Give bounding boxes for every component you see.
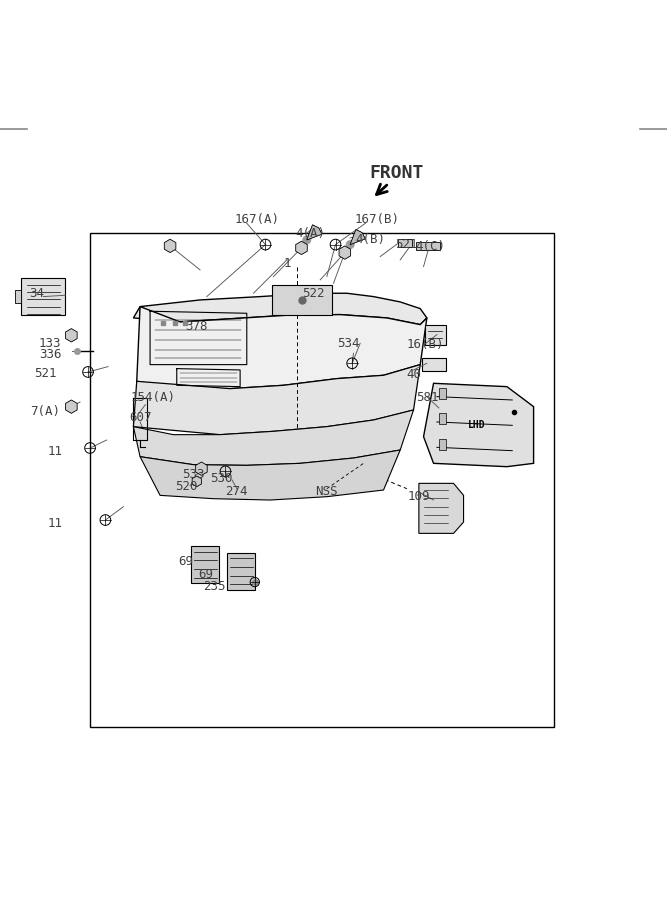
Polygon shape xyxy=(419,483,464,534)
Text: 4(A): 4(A) xyxy=(295,227,325,239)
Polygon shape xyxy=(350,230,366,245)
Text: 1: 1 xyxy=(283,256,291,270)
Text: LHD: LHD xyxy=(468,420,486,430)
Text: 4(C): 4(C) xyxy=(416,240,445,253)
Polygon shape xyxy=(15,290,21,303)
Polygon shape xyxy=(425,325,446,345)
Text: 16(B): 16(B) xyxy=(407,338,444,351)
Polygon shape xyxy=(133,364,420,435)
Text: 522: 522 xyxy=(302,287,325,300)
Text: 69: 69 xyxy=(178,555,193,568)
Polygon shape xyxy=(65,400,77,413)
Polygon shape xyxy=(307,225,322,240)
Text: 521: 521 xyxy=(396,238,418,251)
Polygon shape xyxy=(21,278,65,315)
Polygon shape xyxy=(416,242,440,250)
Polygon shape xyxy=(398,239,412,247)
Polygon shape xyxy=(195,462,207,475)
Bar xyxy=(90,233,554,727)
Polygon shape xyxy=(164,239,176,253)
Text: 40: 40 xyxy=(406,368,421,381)
Text: 235: 235 xyxy=(203,580,226,593)
Text: 109: 109 xyxy=(408,491,430,503)
Text: 11: 11 xyxy=(47,517,62,530)
Text: 167(B): 167(B) xyxy=(354,213,400,227)
Text: 521: 521 xyxy=(34,367,57,380)
Polygon shape xyxy=(339,246,351,259)
Circle shape xyxy=(346,240,354,248)
Text: NSS: NSS xyxy=(315,485,338,498)
Text: 533: 533 xyxy=(182,468,205,482)
Text: 11: 11 xyxy=(47,445,62,458)
Text: 133: 133 xyxy=(39,337,61,350)
Text: 581: 581 xyxy=(416,392,438,404)
Text: 378: 378 xyxy=(185,320,208,333)
Text: 336: 336 xyxy=(39,348,61,361)
Polygon shape xyxy=(137,307,427,389)
Text: FRONT: FRONT xyxy=(370,164,424,182)
Polygon shape xyxy=(227,554,255,590)
Polygon shape xyxy=(295,241,307,255)
Polygon shape xyxy=(307,225,322,240)
Polygon shape xyxy=(272,284,332,315)
Polygon shape xyxy=(133,293,427,325)
Polygon shape xyxy=(424,383,534,467)
Text: 4(B): 4(B) xyxy=(356,233,385,247)
Text: 274: 274 xyxy=(225,485,248,498)
Polygon shape xyxy=(192,476,201,487)
Text: 530: 530 xyxy=(210,472,233,484)
Polygon shape xyxy=(133,410,414,465)
Text: 7(A): 7(A) xyxy=(31,405,60,418)
Text: 607: 607 xyxy=(129,411,151,425)
Polygon shape xyxy=(422,358,446,372)
Text: 534: 534 xyxy=(337,337,360,350)
Text: 167(A): 167(A) xyxy=(234,213,279,227)
Polygon shape xyxy=(439,413,446,424)
Circle shape xyxy=(303,236,311,244)
Polygon shape xyxy=(65,328,77,342)
Text: 34: 34 xyxy=(29,287,44,300)
Text: 69: 69 xyxy=(198,568,213,581)
Polygon shape xyxy=(350,230,366,245)
Polygon shape xyxy=(439,439,446,450)
Polygon shape xyxy=(191,546,219,583)
Text: 520: 520 xyxy=(175,481,198,493)
Polygon shape xyxy=(140,450,400,500)
Text: 154(A): 154(A) xyxy=(131,392,176,404)
Polygon shape xyxy=(439,388,446,399)
